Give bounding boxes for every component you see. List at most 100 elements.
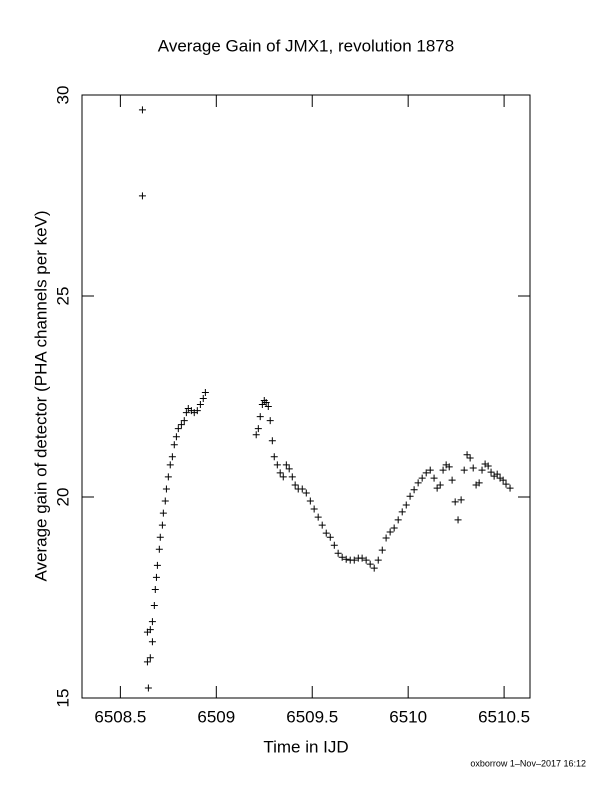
marker (451, 498, 459, 506)
marker (499, 476, 507, 484)
marker (318, 521, 326, 529)
marker (418, 474, 426, 482)
marker (433, 484, 441, 492)
marker (148, 638, 156, 646)
marker (146, 626, 154, 634)
marker (469, 464, 477, 472)
marker (168, 453, 176, 461)
marker (291, 481, 299, 489)
y-tick-label: 20 (53, 488, 72, 507)
marker (258, 401, 266, 409)
marker (155, 545, 163, 553)
marker (193, 407, 201, 415)
marker (422, 469, 430, 477)
marker (180, 417, 188, 425)
marker (285, 465, 293, 473)
marker (162, 485, 170, 493)
marker (386, 528, 394, 536)
marker (430, 474, 438, 482)
marker (314, 513, 322, 521)
marker (378, 546, 386, 554)
marker (310, 505, 318, 513)
marker (478, 466, 486, 474)
marker (152, 573, 160, 581)
marker (143, 658, 151, 666)
marker (266, 417, 274, 425)
marker (475, 479, 483, 487)
marker (158, 521, 166, 529)
marker (334, 549, 342, 557)
marker (445, 463, 453, 471)
marker (201, 388, 209, 396)
marker (161, 497, 169, 505)
marker (273, 461, 281, 469)
marker (153, 561, 161, 569)
marker (350, 556, 358, 564)
marker (148, 618, 156, 626)
marker (406, 492, 414, 500)
marker (159, 509, 167, 517)
marker (172, 433, 180, 441)
marker (454, 516, 462, 524)
marker (370, 564, 378, 572)
marker (439, 466, 447, 474)
marker (460, 466, 468, 474)
marker (466, 454, 474, 462)
x-tick-label: 6510 (389, 707, 427, 726)
marker (322, 529, 330, 537)
footer: oxborrow 1–Nov–2017 16:12 (470, 758, 586, 768)
marker (436, 481, 444, 489)
marker (254, 425, 262, 433)
marker (362, 556, 370, 564)
marker (374, 556, 382, 564)
marker (138, 192, 146, 200)
marker (264, 403, 272, 411)
plot-frame (81, 94, 531, 699)
chart-title: Average Gain of JMX1, revolution 1878 (158, 36, 454, 55)
marker (276, 469, 284, 477)
marker (330, 541, 338, 549)
marker (414, 479, 422, 487)
marker (196, 401, 204, 409)
marker (282, 461, 290, 469)
marker (268, 437, 276, 445)
marker (390, 524, 398, 532)
x-axis-label: Time in IJD (263, 737, 348, 756)
marker (398, 508, 406, 516)
marker (448, 476, 456, 484)
marker (463, 451, 471, 459)
marker (506, 484, 514, 492)
y-axis-label: Average gain of detector (PHA channels p… (31, 210, 50, 581)
marker (177, 421, 185, 429)
marker (150, 602, 158, 610)
marker (270, 453, 278, 461)
marker (262, 399, 270, 407)
y-tick-label: 15 (53, 689, 72, 708)
marker (342, 555, 350, 563)
marker (182, 409, 190, 417)
marker (279, 473, 287, 481)
marker (402, 501, 410, 509)
marker (493, 470, 501, 478)
marker (252, 431, 260, 439)
marker (484, 462, 492, 470)
marker (166, 461, 174, 469)
marker (326, 533, 334, 541)
marker (394, 516, 402, 524)
marker (174, 425, 182, 433)
marker (170, 441, 178, 449)
marker (366, 560, 374, 568)
marker (306, 497, 314, 505)
x-tick-label: 6508.5 (94, 707, 146, 726)
x-tick-label: 6509 (197, 707, 235, 726)
marker (382, 534, 390, 542)
y-tick-label: 25 (53, 287, 72, 306)
marker (502, 480, 510, 488)
marker (457, 496, 465, 504)
marker (199, 395, 207, 403)
marker (138, 106, 146, 114)
marker (256, 413, 264, 421)
marker (487, 468, 495, 476)
y-tick-label: 30 (53, 86, 72, 105)
